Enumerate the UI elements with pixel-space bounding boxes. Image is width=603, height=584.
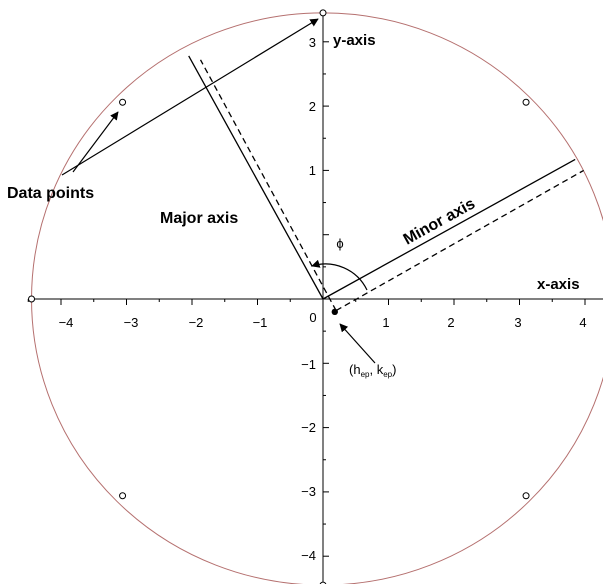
fitted-circle — [31, 12, 603, 584]
y-tick-label: 2 — [309, 99, 316, 114]
phi-arc — [311, 259, 368, 291]
data-points-arrow-short — [72, 111, 119, 173]
data-point — [119, 492, 127, 500]
data-point — [522, 98, 530, 106]
center-label-sub-h: ep — [361, 370, 370, 379]
data-points-label: Data points — [7, 185, 94, 202]
y-tick-label: −3 — [301, 484, 316, 499]
x-tick-label: 3 — [514, 315, 521, 330]
center-label-k: , k — [369, 362, 383, 377]
x-tick-label: 4 — [579, 315, 586, 330]
y-axis-title: y-axis — [333, 32, 376, 49]
data-point — [119, 98, 127, 106]
center-label-end: ) — [392, 362, 396, 377]
x-tick-label: 0 — [309, 310, 316, 325]
center-point — [331, 308, 338, 316]
y-tick-label: −4 — [301, 548, 316, 563]
y-tick-label: −2 — [301, 420, 316, 435]
center-label-h: (h — [349, 362, 361, 377]
phi-label: ϕ — [336, 236, 343, 251]
minor-axis-dashed — [335, 169, 585, 312]
y-tick-label: 3 — [309, 35, 316, 50]
major-axis-dashed — [199, 59, 337, 311]
y-tick-label: 1 — [309, 163, 316, 178]
x-tick-label: 1 — [382, 315, 389, 330]
major-axis-label: Major axis — [160, 210, 238, 227]
x-tick-label: −1 — [253, 315, 268, 330]
data-point — [319, 9, 327, 17]
x-tick-label: 2 — [447, 315, 454, 330]
x-tick-label: −3 — [124, 315, 139, 330]
data-point — [522, 492, 530, 500]
center-arrow — [339, 323, 376, 364]
data-points-arrow-long — [61, 18, 319, 176]
x-tick-label: −4 — [59, 315, 74, 330]
minor-axis-label: Minor axis — [401, 195, 479, 248]
data-point — [28, 295, 36, 303]
minor-axis-solid — [322, 158, 576, 300]
x-tick-label: −2 — [189, 315, 204, 330]
x-axis-title: x-axis — [537, 276, 580, 293]
major-axis-solid — [188, 55, 324, 300]
center-label-sub-k: ep — [383, 370, 392, 379]
center-label: (hep, kep) — [349, 362, 396, 379]
y-tick-label: −1 — [301, 357, 316, 372]
